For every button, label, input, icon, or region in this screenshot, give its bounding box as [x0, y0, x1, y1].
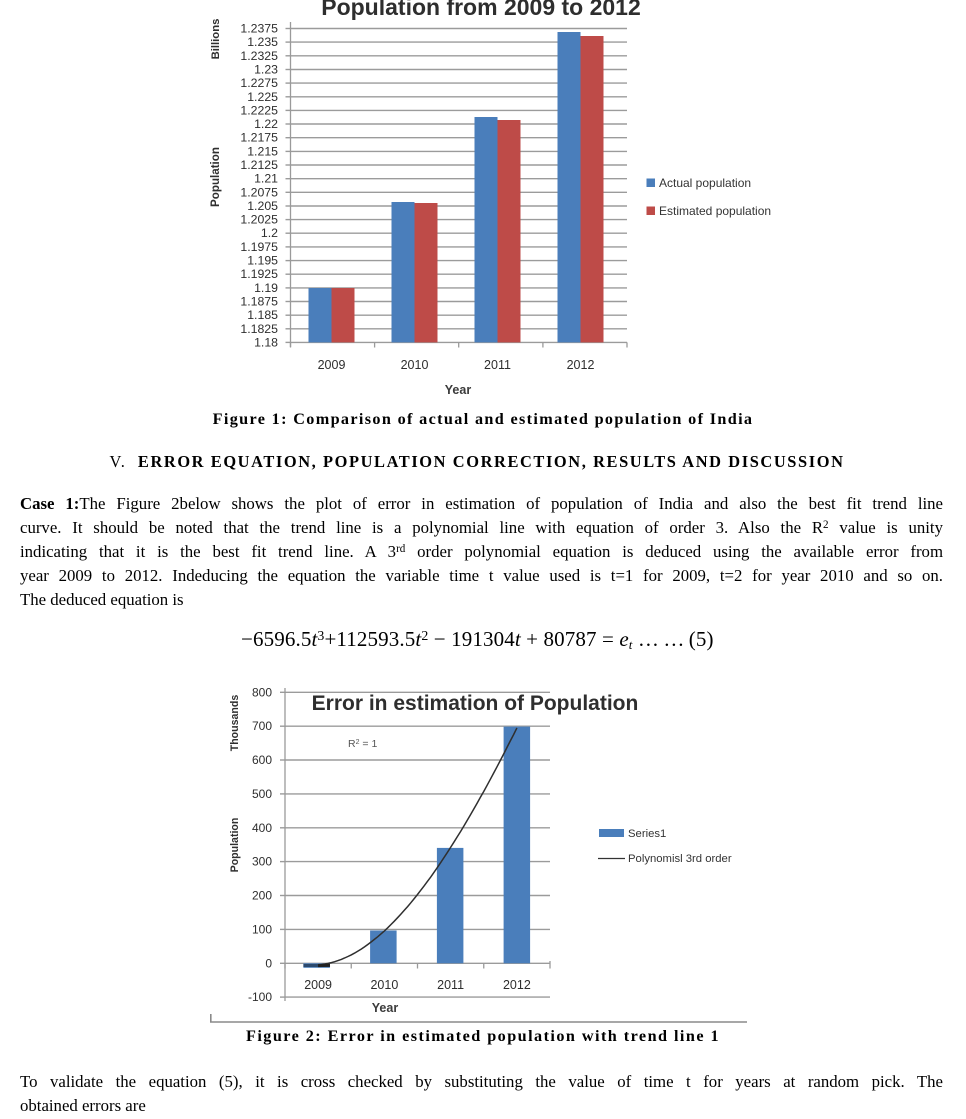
svg-text:Polynomisl 3rd order: Polynomisl 3rd order: [628, 853, 732, 865]
svg-text:1.21: 1.21: [254, 172, 278, 186]
svg-text:100: 100: [252, 922, 272, 936]
svg-text:300: 300: [252, 855, 272, 869]
svg-text:0: 0: [265, 956, 272, 970]
svg-text:R2 = 1: R2 = 1: [348, 738, 377, 750]
svg-text:1.18: 1.18: [254, 335, 278, 349]
svg-text:Population: Population: [209, 147, 222, 207]
svg-text:500: 500: [252, 787, 272, 801]
svg-text:2010: 2010: [370, 978, 398, 992]
svg-text:1.2325: 1.2325: [240, 49, 278, 63]
svg-text:1.2125: 1.2125: [240, 158, 278, 172]
svg-text:1.1875: 1.1875: [240, 295, 278, 309]
svg-text:Error in estimation of Populat: Error in estimation of Population: [312, 692, 639, 715]
svg-text:1.22: 1.22: [254, 117, 278, 131]
svg-text:2011: 2011: [484, 358, 511, 372]
svg-text:1.2375: 1.2375: [240, 22, 278, 36]
svg-text:2011: 2011: [437, 978, 464, 992]
svg-text:1.1925: 1.1925: [240, 267, 278, 281]
svg-text:800: 800: [252, 685, 272, 699]
svg-text:2012: 2012: [503, 978, 531, 992]
svg-text:1.2: 1.2: [261, 226, 278, 240]
svg-text:700: 700: [252, 719, 272, 733]
svg-text:2009: 2009: [304, 978, 332, 992]
svg-text:1.235: 1.235: [247, 35, 278, 49]
svg-text:1.19: 1.19: [254, 281, 278, 295]
svg-text:Year: Year: [445, 383, 472, 397]
svg-text:Estimated population: Estimated population: [659, 204, 771, 218]
svg-text:1.185: 1.185: [247, 308, 278, 322]
svg-text:Population: Population: [229, 818, 241, 873]
svg-text:1.23: 1.23: [254, 63, 278, 77]
svg-text:1.205: 1.205: [247, 199, 278, 213]
svg-text:1.2275: 1.2275: [240, 76, 278, 90]
svg-text:1.2025: 1.2025: [240, 213, 278, 227]
svg-text:1.195: 1.195: [247, 254, 278, 268]
svg-text:1.2075: 1.2075: [240, 185, 278, 199]
svg-text:Thousands: Thousands: [229, 695, 241, 752]
svg-text:1.2225: 1.2225: [240, 103, 278, 117]
svg-text:2009: 2009: [318, 358, 346, 372]
svg-text:1.215: 1.215: [247, 144, 278, 158]
svg-text:2010: 2010: [401, 358, 429, 372]
svg-text:1.1825: 1.1825: [240, 322, 278, 336]
svg-text:1.2175: 1.2175: [240, 131, 278, 145]
svg-text:Year: Year: [372, 1001, 399, 1015]
svg-text:1.225: 1.225: [247, 90, 278, 104]
svg-text:200: 200: [252, 889, 272, 903]
svg-text:600: 600: [252, 753, 272, 767]
svg-text:1.1975: 1.1975: [240, 240, 278, 254]
svg-text:Series1: Series1: [628, 828, 666, 840]
svg-text:400: 400: [252, 821, 272, 835]
svg-text:Population from 2009 to 2012: Population from 2009 to 2012: [321, 0, 641, 20]
svg-text:-100: -100: [248, 990, 272, 1004]
svg-text:2012: 2012: [567, 358, 595, 372]
svg-text:Actual population: Actual population: [659, 176, 751, 190]
svg-text:Billions: Billions: [210, 19, 222, 60]
